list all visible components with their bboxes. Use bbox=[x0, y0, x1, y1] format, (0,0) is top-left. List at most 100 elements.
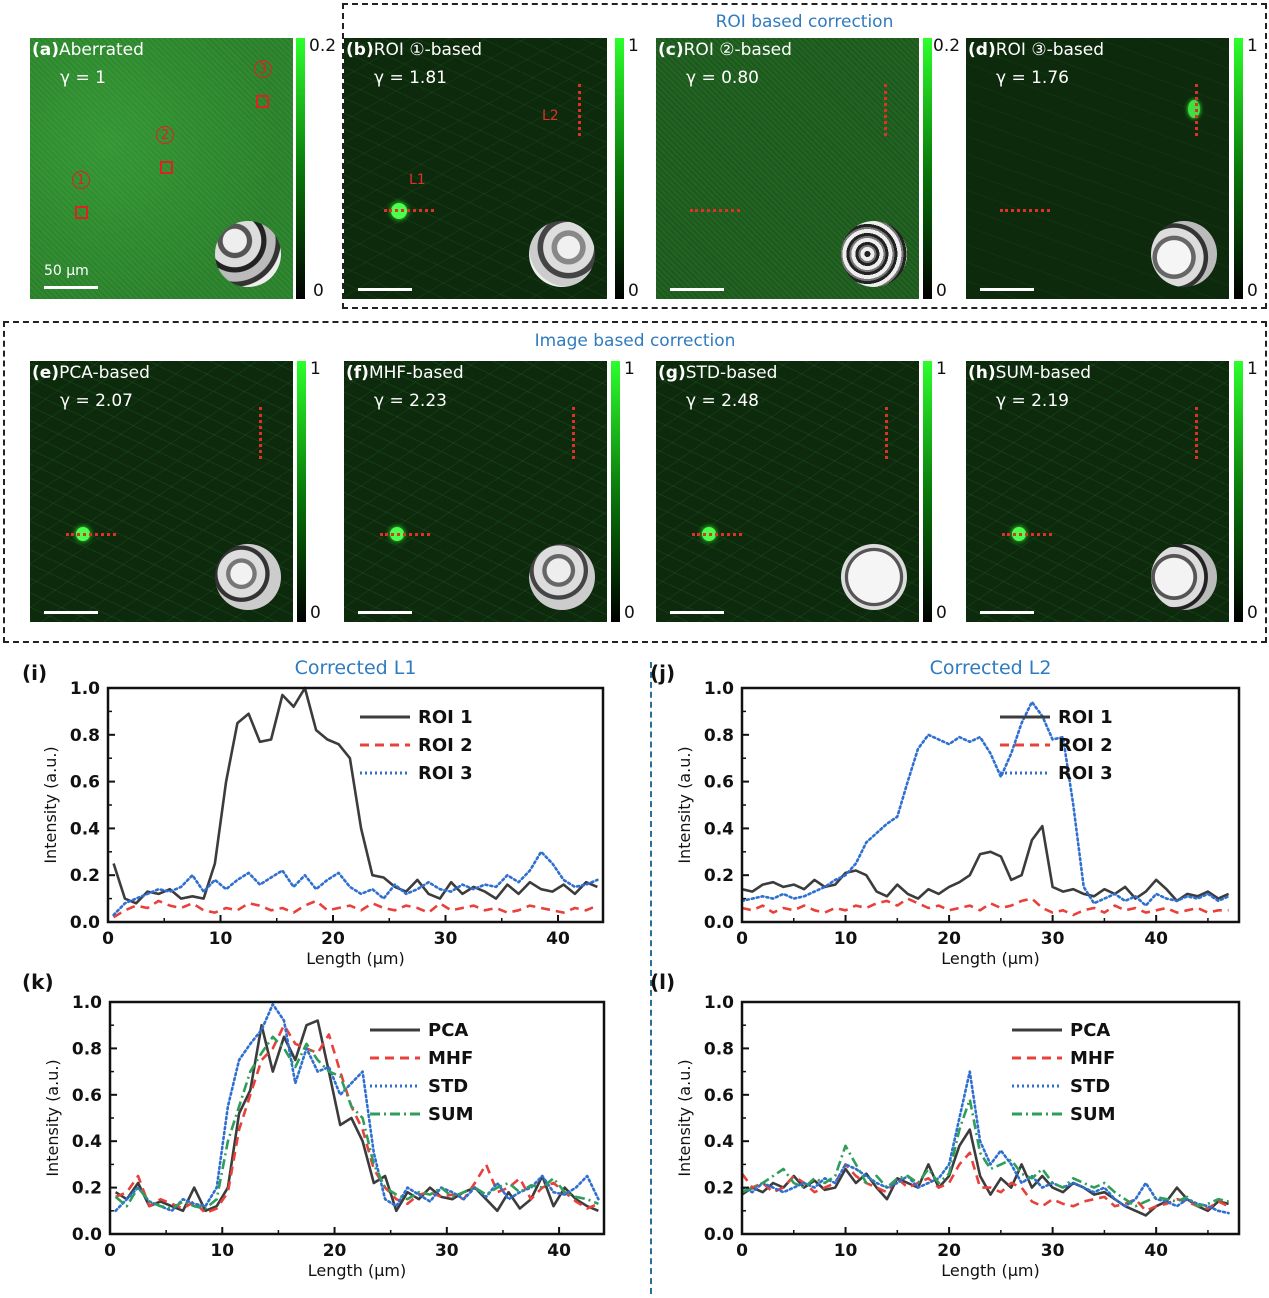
panel-g-image: (g)STD-based γ = 2.48 bbox=[656, 361, 919, 622]
legend-label: ROI 1 bbox=[1058, 707, 1113, 728]
series-roi-3-line bbox=[740, 700, 1230, 907]
x-tick-label: 30 bbox=[435, 1241, 459, 1261]
y-tick-label: 0.0 bbox=[704, 913, 734, 933]
y-tick-label: 0.6 bbox=[72, 1086, 102, 1106]
roi-correction-group bbox=[342, 3, 1267, 309]
panel-j-letter: (j) bbox=[650, 661, 675, 685]
y-tick-label: 0.4 bbox=[704, 1132, 734, 1152]
panel-h-image: (h)SUM-based γ = 2.19 bbox=[966, 361, 1229, 622]
panel-e-letter: (e) bbox=[32, 363, 60, 383]
y-tick-label: 0.8 bbox=[704, 1039, 734, 1059]
chart-i-title: Corrected L1 bbox=[295, 657, 417, 679]
colorbar-e bbox=[297, 361, 306, 622]
panel-d-letter: (d) bbox=[968, 40, 996, 60]
panel-d-title: ROI ③-based bbox=[995, 40, 1105, 60]
panel-a-title: Aberrated bbox=[59, 40, 144, 60]
legend-label: MHF bbox=[428, 1048, 473, 1069]
series-roi-1-line bbox=[741, 824, 1230, 903]
y-axis-label: Intensity (a.u.) bbox=[41, 746, 60, 863]
legend-label: STD bbox=[1070, 1076, 1110, 1097]
panel-l-letter: (l) bbox=[650, 970, 675, 994]
y-tick-label: 1.0 bbox=[70, 679, 100, 699]
panel-f-letter: (f) bbox=[346, 363, 369, 383]
image-correction-group bbox=[3, 321, 1267, 643]
panel-a-letter: (a) bbox=[32, 40, 60, 60]
scale-bar bbox=[358, 288, 412, 291]
wavefront-pupil-icon bbox=[529, 544, 595, 610]
line-L1-label: L1 bbox=[409, 172, 426, 188]
colorbar-f-min: 0 bbox=[624, 603, 635, 623]
x-axis-label: Length (μm) bbox=[941, 949, 1040, 968]
colorbar-c-max: 0.2 bbox=[933, 36, 961, 56]
legend-label: MHF bbox=[1070, 1048, 1115, 1069]
colorbar-h-min: 0 bbox=[1247, 603, 1258, 623]
wavefront-pupil-icon bbox=[841, 221, 907, 287]
roi-3-box bbox=[256, 95, 269, 108]
panel-c-image: (c)ROI ②-based γ = 0.80 bbox=[656, 38, 919, 299]
panel-a-gamma: γ = 1 bbox=[60, 68, 106, 88]
colorbar-e-max: 1 bbox=[310, 359, 321, 379]
y-tick-label: 0.6 bbox=[704, 773, 734, 793]
wavefront-pupil-icon bbox=[841, 544, 907, 610]
line-L1 bbox=[690, 209, 740, 212]
series-roi-3-line bbox=[112, 850, 599, 917]
line-L1 bbox=[380, 533, 430, 536]
legend-label: ROI 3 bbox=[1058, 763, 1113, 784]
plots-divider bbox=[650, 662, 652, 1294]
x-tick-label: 40 bbox=[547, 1241, 571, 1261]
line-L2 bbox=[1195, 84, 1198, 136]
panel-b-letter: (b) bbox=[346, 40, 374, 60]
x-tick-label: 30 bbox=[1041, 1241, 1065, 1261]
roi-group-title: ROI based correction bbox=[715, 12, 894, 32]
x-axis-label: Length (μm) bbox=[308, 1261, 407, 1280]
y-tick-label: 0.2 bbox=[72, 1179, 102, 1199]
legend-label: ROI 2 bbox=[1058, 735, 1113, 756]
scale-bar bbox=[44, 611, 98, 614]
x-tick-label: 30 bbox=[434, 929, 458, 949]
x-tick-label: 10 bbox=[834, 1241, 858, 1261]
roi-1-box bbox=[75, 206, 88, 219]
legend-label: PCA bbox=[1070, 1020, 1110, 1041]
wavefront-pupil-icon bbox=[1151, 544, 1217, 610]
panel-e-image: (e)PCA-based γ = 2.07 bbox=[30, 361, 293, 622]
x-tick-label: 0 bbox=[736, 1241, 748, 1261]
panel-c-gamma: γ = 0.80 bbox=[686, 68, 759, 88]
series-std-line bbox=[114, 1002, 600, 1213]
y-axis-label: Intensity (a.u.) bbox=[43, 1059, 62, 1176]
series-mhf-line bbox=[115, 1023, 599, 1215]
panel-k-letter: (k) bbox=[22, 970, 54, 994]
x-tick-label: 10 bbox=[834, 929, 858, 949]
series-pca-line bbox=[114, 1019, 599, 1213]
colorbar-f-max: 1 bbox=[624, 359, 635, 379]
line-L1 bbox=[1000, 209, 1050, 212]
colorbar-d-min: 0 bbox=[1247, 281, 1258, 301]
y-tick-label: 1.0 bbox=[72, 993, 102, 1013]
chart-j-title: Corrected L2 bbox=[930, 657, 1052, 679]
y-tick-label: 0.6 bbox=[70, 773, 100, 793]
line-L1 bbox=[384, 209, 434, 212]
wavefront-pupil-icon bbox=[215, 544, 281, 610]
colorbar-c-min: 0 bbox=[936, 281, 947, 301]
colorbar-g-min: 0 bbox=[936, 603, 947, 623]
legend-label: PCA bbox=[428, 1020, 468, 1041]
panel-g-gamma: γ = 2.48 bbox=[686, 391, 759, 411]
y-tick-label: 0.0 bbox=[704, 1225, 734, 1245]
x-tick-label: 20 bbox=[937, 929, 961, 949]
series-mhf-line bbox=[740, 1151, 1230, 1213]
line-L2 bbox=[259, 407, 262, 459]
panel-i-letter: (i) bbox=[22, 661, 47, 685]
chart-l: (l) 0.0 0.2 0.4 0.6 0.8 1.0 0 10 20 30 40 Length (μm… bbox=[650, 970, 1241, 1280]
y-tick-label: 0.8 bbox=[72, 1039, 102, 1059]
y-tick-label: 0.2 bbox=[70, 866, 100, 886]
y-tick-label: 0.2 bbox=[704, 1179, 734, 1199]
y-axis-label: Intensity (a.u.) bbox=[675, 1059, 694, 1176]
line-L2-label: L2 bbox=[542, 108, 559, 124]
panel-e-title: PCA-based bbox=[59, 363, 150, 383]
wavefront-pupil-icon bbox=[529, 221, 595, 287]
panel-d-image: (d)ROI ③-based γ = 1.76 bbox=[966, 38, 1229, 299]
colorbar-e-min: 0 bbox=[310, 603, 321, 623]
chart-j: (j) Corrected L2 0.0 0.2 0.4 0.6 0.8 1.0 0 10 20 30… bbox=[650, 657, 1241, 968]
panel-h-title: SUM-based bbox=[995, 363, 1092, 383]
x-tick-label: 10 bbox=[210, 1241, 234, 1261]
x-tick-label: 10 bbox=[209, 929, 233, 949]
